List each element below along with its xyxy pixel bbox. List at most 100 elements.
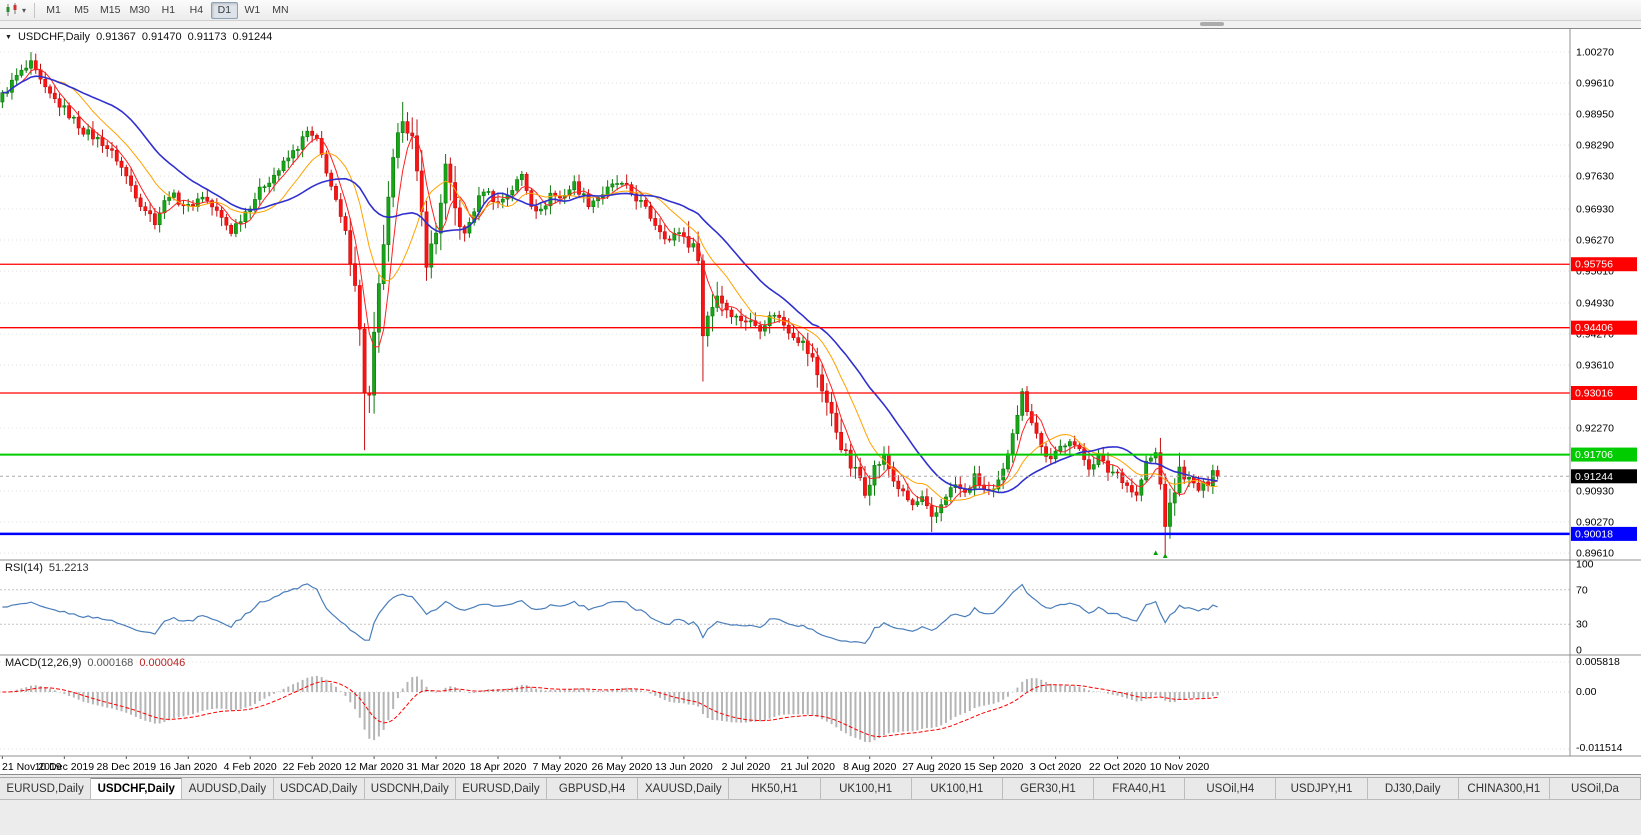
up-arrow-marker: ▲ [1161,551,1169,560]
date-axis-label: 26 May 2020 [592,761,653,773]
date-axis-label: 2 Jul 2020 [722,761,771,773]
date-axis-label: 7 May 2020 [533,761,588,773]
moving-averages-layer [2,68,1218,508]
timeframe-button-h1[interactable]: H1 [161,4,176,16]
timeframe-toolbar: M1 M5 M15 M30 H1 H4 D1 W1 MN [40,1,294,19]
ma-line-5 [2,68,1218,508]
price-badge[interactable] [1571,447,1637,462]
price-badge-label: 0.94406 [1575,322,1613,334]
price-badge-label: 0.90018 [1575,528,1613,540]
price-axis-label: 0.90930 [1576,486,1614,498]
chart-scroll-strip[interactable] [0,21,1641,28]
timeframe-button-h4[interactable]: H4 [189,4,204,16]
date-axis-label: 15 Sep 2020 [964,761,1024,773]
date-axis-label: 27 Aug 2020 [902,761,961,773]
date-axis-label: 12 Mar 2020 [345,761,404,773]
chart-tab-audusd-daily[interactable]: AUDUSD,Daily [182,778,274,799]
price-badge[interactable] [1571,386,1637,400]
rsi-axis-label: 70 [1576,584,1588,596]
timeframe-button-m15[interactable]: M15 [100,4,121,16]
chart-canvas[interactable]: ▲ ▲ 1.00270 0.99610 0.98950 0.98290 0.97630 0.9… [0,29,1641,776]
ma-line-24 [2,75,1218,494]
chart-window: ▲ ▲ 1.00270 0.99610 0.98950 0.98290 0.97630 0.9… [0,28,1641,775]
bottom-filler [0,801,1641,835]
toolbar-separator [34,2,36,18]
price-badge-label: 0.91706 [1575,449,1613,461]
date-axis-label: 10 Dec 2019 [35,761,95,773]
price-axis-label: 0.98950 [1576,109,1614,121]
price-axis-label: 0.98290 [1576,140,1614,152]
date-axis-label: 4 Feb 2020 [224,761,277,773]
date-axis-label: 21 Jul 2020 [781,761,835,773]
chart-tabs-bar: EURUSD,Daily USDCHF,Daily AUDUSD,Daily USDC… [0,777,1641,800]
macd-axis-label: -0.011514 [1576,742,1623,754]
axis-badges-layer: 0.95756 0.94406 0.93016 0.91706 0.90018 0.912… [1571,257,1637,541]
macd-layer [0,661,1570,750]
date-axis-label: 3 Oct 2020 [1030,761,1082,773]
timeframe-button-mn[interactable]: MN [272,4,289,16]
chart-tab-china300-h1[interactable]: CHINA300,H1 [1458,778,1550,799]
price-axis-label: 0.96930 [1576,204,1614,216]
chart-tab-uk100-h1[interactable]: UK100,H1 [911,778,1003,799]
axes-layer: 1.00270 0.99610 0.98950 0.98290 0.97630 0.969… [0,29,1641,773]
chart-tab-eurusd-daily[interactable]: EURUSD,Daily [455,778,548,799]
macd-axis-label: 0.00 [1576,686,1597,698]
macd-signal-line [2,680,1218,738]
date-axis-label: 22 Oct 2020 [1089,761,1146,773]
date-axis-label: 28 Dec 2019 [97,761,157,773]
rsi-layer [0,583,1570,644]
chart-tab-hk50-h1[interactable]: HK50,H1 [729,778,821,799]
chart-tab-usdcad-daily[interactable]: USDCAD,Daily [273,778,365,799]
price-axis-label: 0.90270 [1576,517,1614,529]
timeframe-button-m1[interactable]: M1 [46,4,61,16]
ma-line-12 [2,75,1218,502]
grid-layer [0,51,1570,554]
chart-tab-usdcnh-daily[interactable]: USDCNH,Daily [364,778,456,799]
date-axis-label: 8 Aug 2020 [843,761,896,773]
date-axis-label: 10 Nov 2020 [1150,761,1210,773]
timeframe-button-m5[interactable]: M5 [74,4,89,16]
price-axis-label: 0.96270 [1576,235,1614,247]
rsi-axis-label: 100 [1576,559,1594,571]
rsi-axis-label: 0 [1576,645,1582,657]
chart-tab-eurusd-daily[interactable]: EURUSD,Daily [0,778,92,799]
price-badge-label: 0.91244 [1575,471,1613,483]
chart-tab-usdchf-daily[interactable]: USDCHF,Daily [91,778,183,799]
rsi-line [2,583,1218,644]
timeframe-button-w1[interactable]: W1 [244,4,261,16]
date-axis-label: 31 Mar 2020 [407,761,466,773]
chart-tab-uk100-h1[interactable]: UK100,H1 [820,778,912,799]
chart-tab-ger30-h1[interactable]: GER30,H1 [1002,778,1095,799]
chart-tab-xauusd-daily[interactable]: XAUUSD,Daily [638,778,730,799]
date-axis-label: 22 Feb 2020 [283,761,342,773]
macd-axis-label: 0.005818 [1576,656,1620,668]
chart-tab-dj30-daily[interactable]: DJ30,Daily [1367,778,1459,799]
chart-tab-usoil-da[interactable]: USOil,Da [1549,778,1641,799]
price-badge-label: 0.95756 [1575,259,1613,271]
price-axis-label: 0.92270 [1576,423,1614,435]
date-axis-label: 21 Nov 2019 [2,761,62,773]
price-badge[interactable] [1571,257,1637,272]
chart-tab-usdjpy-h1[interactable]: USDJPY,H1 [1276,778,1368,799]
collapse-icon[interactable]: ▼ [5,33,12,41]
chart-tab-usoil-h4[interactable]: USOil,H4 [1185,778,1277,799]
price-badge[interactable] [1571,320,1637,335]
price-axis-label: 0.94930 [1576,298,1614,310]
chart-tab-gbpusd-h4[interactable]: GBPUSD,H4 [547,778,639,799]
price-axis-label: 1.00270 [1576,47,1614,59]
price-badge[interactable] [1571,526,1637,541]
top-toolbar: ▾ M1 M5 M15 M30 H1 H4 D1 W1 MN [0,0,1641,21]
price-badge-label: 0.93016 [1575,388,1613,400]
chart-scrollbar-thumb[interactable] [1200,22,1224,26]
candlestick-chart-icon[interactable] [4,3,20,17]
price-axis-label: 0.99610 [1576,78,1614,90]
timeframe-button-d1[interactable]: D1 [210,1,238,19]
price-axis-label: 0.89610 [1576,548,1614,560]
levels-layer: ▲ ▲ [0,263,1570,560]
dropdown-caret-icon[interactable]: ▾ [22,5,27,15]
date-axis-label: 18 Apr 2020 [470,761,527,773]
timeframe-button-m30[interactable]: M30 [129,4,150,16]
price-axis-label: 0.93610 [1576,360,1614,372]
chart-tab-fra40-h1[interactable]: FRA40,H1 [1094,778,1186,799]
price-badge[interactable] [1571,469,1637,484]
